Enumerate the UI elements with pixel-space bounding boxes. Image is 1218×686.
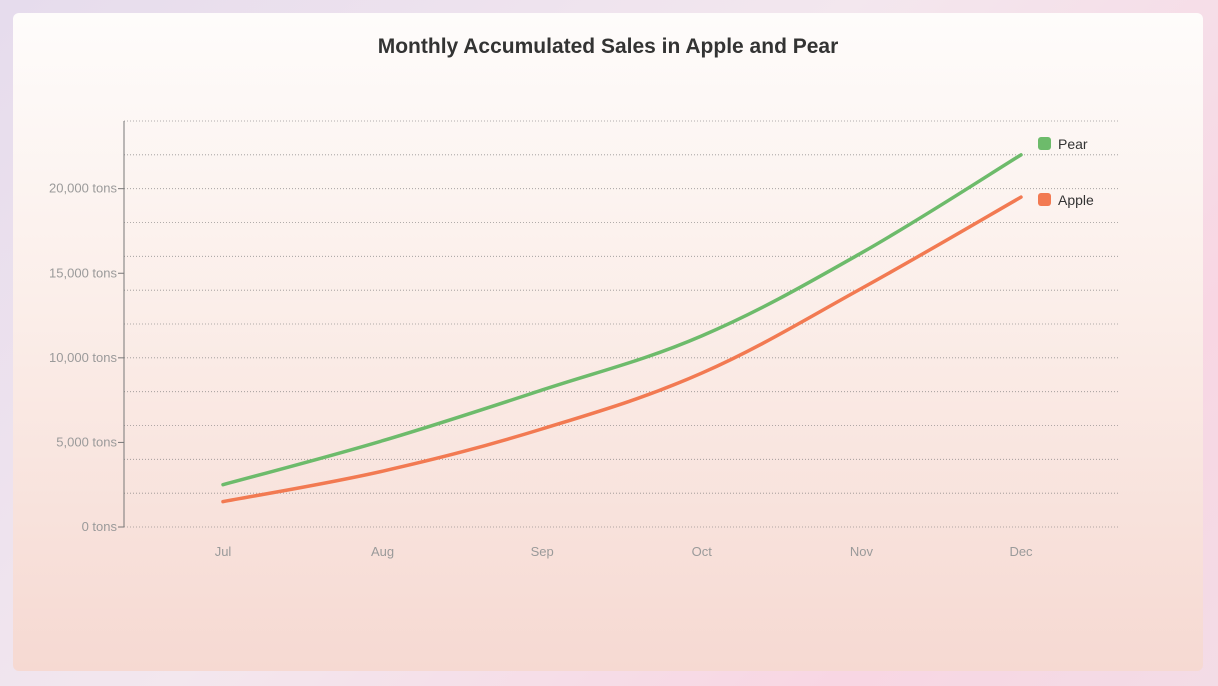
- x-tick-label: Nov: [850, 544, 874, 559]
- y-tick-label: 5,000 tons: [56, 434, 117, 449]
- chart-title: Monthly Accumulated Sales in Apple and P…: [377, 35, 839, 58]
- x-tick-label: Aug: [371, 544, 394, 559]
- legend: Pear Apple: [1038, 136, 1094, 208]
- grid-lines: [124, 120, 1118, 528]
- x-tick-label: Sep: [531, 544, 554, 559]
- series-line-pear: [221, 153, 1023, 487]
- y-tick-label: 0 tons: [82, 519, 118, 534]
- legend-label-pear: Pear: [1058, 136, 1088, 152]
- y-tick-label: 10,000 tons: [49, 350, 117, 365]
- series-line-apple: [221, 195, 1023, 504]
- legend-label-apple: Apple: [1058, 192, 1094, 208]
- legend-swatch-pear: [1038, 137, 1051, 150]
- x-tick-label: Oct: [692, 544, 713, 559]
- axes: 0 tons 5,000 tons 10,000 tons 15,000 tons 20…: [49, 121, 1033, 559]
- line-chart: 0 tons 5,000 tons 10,000 tons 15,000 tons 20…: [49, 120, 1118, 559]
- chart-card: Monthly Accumulated Sales in Apple and P…: [13, 13, 1203, 671]
- legend-swatch-apple: [1038, 193, 1051, 206]
- y-tick-label: 20,000 tons: [49, 181, 117, 196]
- series-lines: [221, 153, 1023, 504]
- x-tick-label: Jul: [215, 544, 232, 559]
- y-tick-label: 15,000 tons: [49, 265, 117, 280]
- x-tick-label: Dec: [1009, 544, 1033, 559]
